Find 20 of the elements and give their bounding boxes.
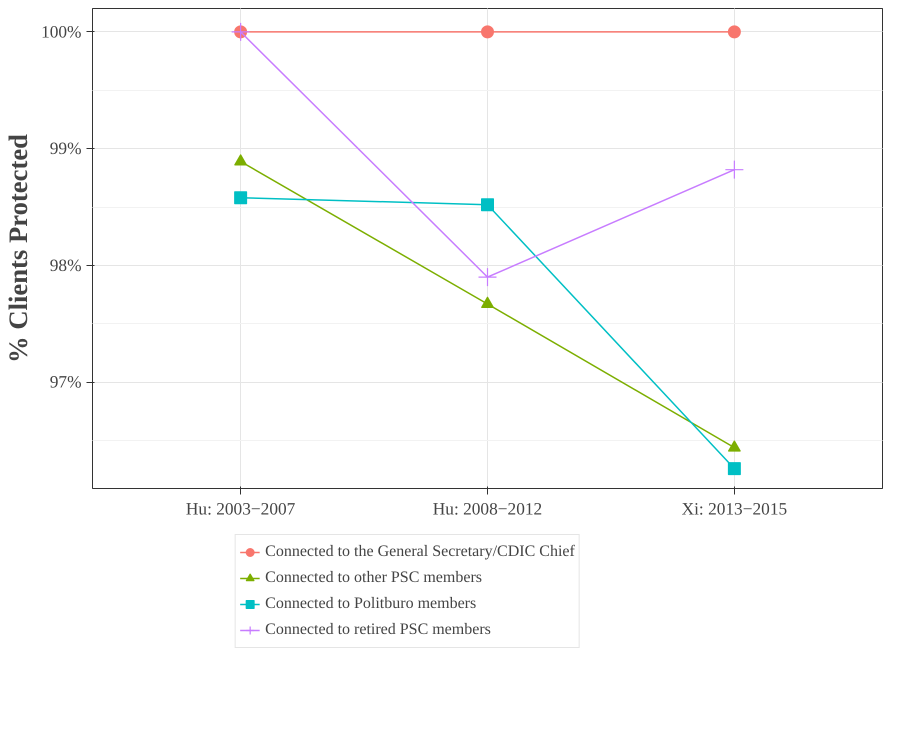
x-tick-label: Xi: 2013−2015: [682, 500, 788, 518]
point: [231, 22, 250, 42]
x-tick-label: Hu: 2003−2007: [186, 500, 296, 518]
point: [728, 462, 741, 476]
x-tick-label: Hu: 2008−2012: [432, 500, 542, 518]
point: [478, 268, 498, 287]
legend-label: Connected to the General Secretary/CDIC Chief: [265, 542, 575, 562]
point: [724, 160, 744, 180]
y-axis-title: % Clients Protected: [3, 134, 34, 363]
point: [481, 198, 494, 212]
point: [481, 25, 494, 38]
legend-label: Connected to Politburo members: [265, 594, 476, 614]
legend-label: Connected to retired PSC members: [265, 620, 491, 640]
point: [728, 25, 741, 38]
y-tick-label: 99%: [50, 139, 82, 158]
legend-label: Connected to other PSC members: [265, 568, 482, 588]
point: [234, 191, 248, 204]
y-tick-label: 97%: [50, 372, 82, 392]
y-tick-label: 98%: [50, 256, 82, 275]
y-tick-label: 100%: [41, 22, 82, 42]
